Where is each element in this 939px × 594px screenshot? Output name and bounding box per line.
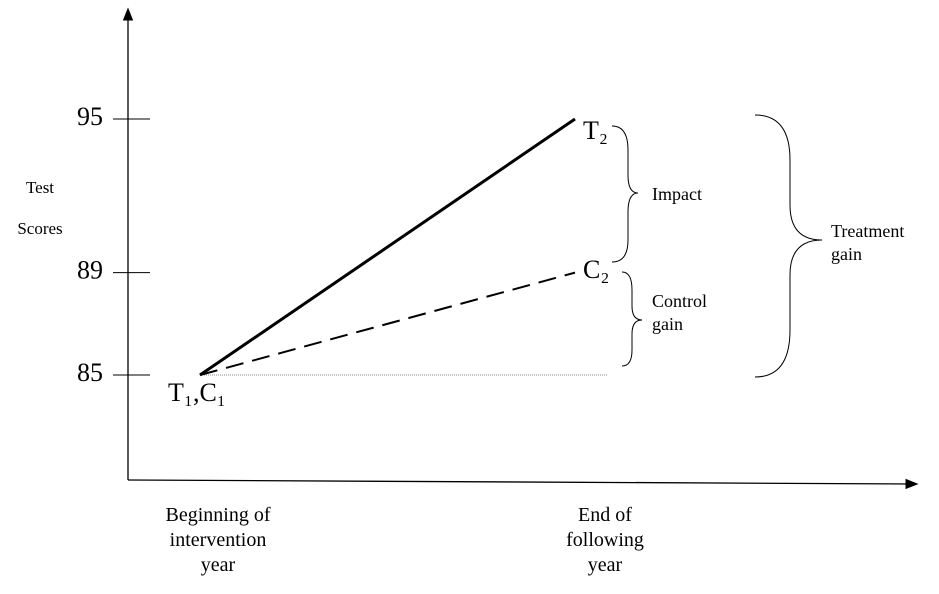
annotation: Control gain bbox=[652, 291, 708, 334]
y-tick-label: 89 bbox=[77, 256, 103, 285]
y-tick-label: 95 bbox=[77, 102, 103, 131]
treatment-brace bbox=[754, 114, 823, 378]
point-label: C₂ bbox=[583, 255, 609, 284]
y-axis-label: Test Scores bbox=[17, 178, 63, 238]
point-label: T₂ bbox=[583, 116, 608, 145]
annotation: Impact bbox=[652, 184, 702, 204]
series-line bbox=[199, 271, 576, 376]
impact-brace bbox=[611, 125, 639, 263]
x-tick-label: End of following year bbox=[566, 504, 644, 576]
annotation: Treatment gain bbox=[831, 221, 905, 264]
control-brace bbox=[621, 271, 643, 367]
x-axis bbox=[127, 478, 919, 490]
series-line bbox=[199, 117, 576, 377]
y-tick-label: 85 bbox=[77, 358, 103, 387]
point-label: T₁,C₁ bbox=[168, 378, 226, 407]
x-tick-label: Beginning of intervention year bbox=[165, 504, 271, 576]
